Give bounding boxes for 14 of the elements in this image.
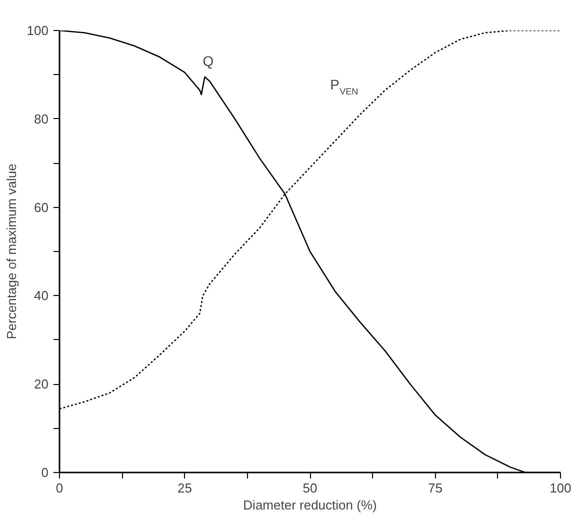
x-tick-label: 75 xyxy=(428,480,442,496)
y-tick-label: 60 xyxy=(34,200,49,215)
y-axis-title: Percentage of maximum value xyxy=(4,164,19,340)
y-tick-label: 20 xyxy=(34,376,49,392)
x-tick-label: 25 xyxy=(178,480,192,496)
y-tick-label: 100 xyxy=(26,23,49,38)
x-tick-label: 0 xyxy=(56,480,64,496)
x-tick-label: 50 xyxy=(302,480,318,496)
x-axis-title: Diameter reduction (%) xyxy=(243,498,377,512)
y-tick-label: 80 xyxy=(34,111,49,126)
y-tick-label: 0 xyxy=(41,465,49,480)
y-tick-label: 40 xyxy=(34,288,49,304)
x-tick-label: 100 xyxy=(550,480,572,496)
series-label: Q xyxy=(202,52,214,69)
